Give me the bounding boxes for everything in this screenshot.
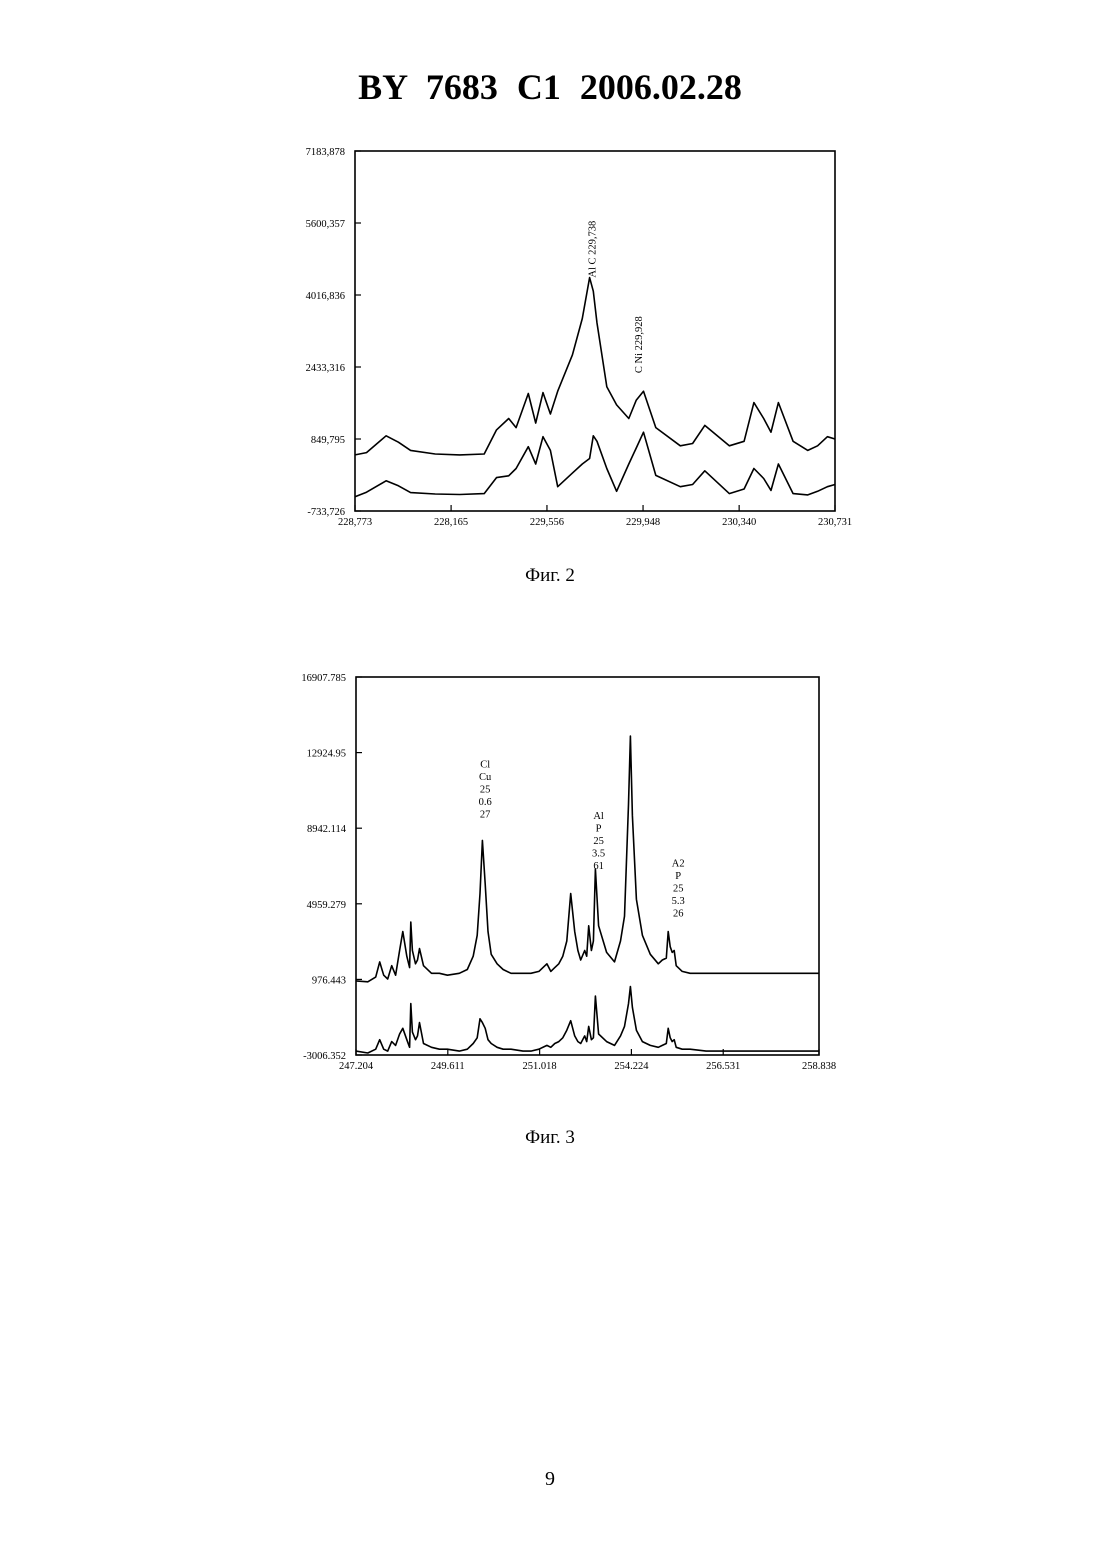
peak-annotations: ClCu250.627AlP253.561A2P255.326: [479, 760, 685, 920]
y-tick-label: 7183,878: [306, 147, 345, 158]
x-tick-label: 229,948: [626, 517, 660, 528]
peak-label-line: 0.6: [479, 797, 492, 808]
x-tick-label: 249.611: [431, 1061, 465, 1072]
peak-label-line: 5.3: [672, 896, 685, 907]
figure-3-chart: 16907.785 12924.95 8942.114 4959.279 976.443…: [0, 668, 1100, 1080]
spectrum-curves: [356, 736, 819, 1053]
peak-label-line: 27: [480, 810, 491, 821]
peak-label-line: P: [675, 871, 681, 882]
x-tick-label: 256.531: [706, 1061, 740, 1072]
x-tick-label: 230,340: [722, 517, 756, 528]
peak-label-line: Al: [593, 811, 604, 822]
y-tick-label: 976.443: [312, 975, 346, 986]
x-tick-label: 258.838: [802, 1061, 836, 1072]
spectrum-series-2: [355, 432, 835, 497]
peak-label-line: 25: [480, 785, 491, 796]
figure-3-caption: Фиг. 3: [0, 1127, 1100, 1149]
peak-label-line: 3.5: [592, 848, 605, 859]
plot-frame: [355, 151, 835, 511]
peak-label-line: Cl: [480, 760, 490, 771]
y-axis-ticks: 16907.785 12924.95 8942.114 4959.279 976.443…: [301, 673, 362, 1062]
peak-label-line: P: [596, 823, 602, 834]
y-tick-label: 4016,836: [306, 291, 345, 302]
peak-label-line: 26: [673, 908, 684, 919]
y-tick-label: 16907.785: [301, 673, 346, 684]
peak-label-line: 25: [673, 883, 684, 894]
peak-label: Al C 229,738: [588, 221, 599, 278]
peak-label-line: A2: [672, 858, 685, 869]
page-number: 9: [0, 1468, 1100, 1491]
spectrum-series-1: [355, 278, 835, 455]
y-tick-label: 5600,357: [306, 219, 345, 230]
x-axis-ticks: 228,773 228,165 229,556 229,948 230,340 230,7…: [338, 505, 852, 528]
x-tick-label: 228,165: [434, 517, 468, 528]
plot-frame: [356, 677, 819, 1055]
figure-2-chart: 7183,8785600,3574016,8362433,316849,795-…: [0, 140, 1100, 540]
x-axis-ticks: 247.204 249.611 251.018 254.224 256.531 258.8…: [339, 1049, 836, 1072]
spectrum-series-1: [356, 736, 819, 982]
x-tick-label: 228,773: [338, 517, 372, 528]
peak-label-line: 25: [593, 836, 604, 847]
x-tick-label: 251.018: [523, 1061, 557, 1072]
y-tick-label: 12924.95: [307, 749, 346, 760]
peak-label-line: 61: [593, 861, 604, 872]
y-axis-ticks: 7183,8785600,3574016,8362433,316849,795-…: [306, 147, 361, 518]
peak-label: C Ni 229,928: [634, 316, 645, 373]
patent-header: BY 7683 C1 2006.02.28: [0, 66, 1100, 108]
y-tick-label: 2433,316: [306, 363, 345, 374]
x-tick-label: 229,556: [530, 517, 564, 528]
peak-label-line: Cu: [479, 772, 492, 783]
x-tick-label: 254.224: [614, 1061, 649, 1072]
spectrum-series-2: [356, 987, 819, 1054]
figure-2-caption: Фиг. 2: [0, 565, 1100, 587]
peak-annotations: Al C 229,738 C Ni 229,928: [588, 221, 646, 373]
spectrum-curves: [355, 278, 835, 497]
y-tick-label: 849,795: [311, 435, 345, 446]
y-tick-label: 8942.114: [307, 824, 347, 835]
x-tick-label: 230,731: [818, 517, 852, 528]
x-tick-label: 247.204: [339, 1061, 374, 1072]
y-tick-label: 4959.279: [307, 900, 346, 911]
